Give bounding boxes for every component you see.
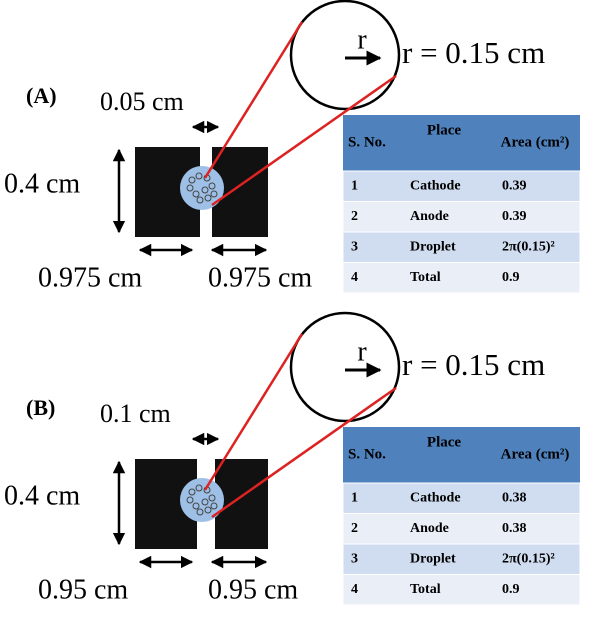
table-header: Area (cm²) xyxy=(501,134,570,150)
table-cell: 3 xyxy=(351,239,358,254)
table-cell: 0.39 xyxy=(502,209,527,224)
right-label: 0.975 cm xyxy=(208,262,312,293)
table-cell: 0.9 xyxy=(502,582,520,597)
panel: r r = 0.15 cm (B) 0.1 cm 0.4 cm 0.95 cm 0.95 c… xyxy=(4,313,580,605)
radius-label: r = 0.15 cm xyxy=(402,347,545,382)
panel: r r = 0.15 cm (A) 0.05 cm 0.4 cm 0.975 cm 0.97… xyxy=(4,1,580,293)
radius-symbol: r xyxy=(357,336,367,367)
table-cell: 1 xyxy=(351,178,358,193)
panel-label: (B) xyxy=(26,395,55,420)
table-cell: Anode xyxy=(410,209,449,224)
height-label: 0.4 cm xyxy=(4,168,80,199)
table-cell: 2 xyxy=(351,521,358,536)
panel-label: (A) xyxy=(26,83,57,108)
figure: r r = 0.15 cm (A) 0.05 cm 0.4 cm 0.975 cm 0.97… xyxy=(0,0,600,631)
table-header: Place xyxy=(427,122,461,138)
table-cell: Anode xyxy=(410,521,449,536)
table-cell: 2π(0.15)² xyxy=(502,551,555,566)
table-cell: Droplet xyxy=(410,551,456,566)
table-cell: 2 xyxy=(351,209,358,224)
table-cell: Droplet xyxy=(410,239,456,254)
left-label: 0.975 cm xyxy=(38,262,142,293)
table-header: S. No. xyxy=(348,134,386,150)
table-row-bg xyxy=(343,514,580,545)
gap-label: 0.05 cm xyxy=(100,87,184,116)
table-cell: 4 xyxy=(351,270,358,285)
table-cell: 3 xyxy=(351,551,358,566)
table-cell: 1 xyxy=(351,490,358,505)
table-cell: Cathode xyxy=(410,490,461,505)
table-header: Area (cm²) xyxy=(501,446,570,462)
table-header: Place xyxy=(427,434,461,450)
table-cell: Cathode xyxy=(410,178,461,193)
table-cell: 0.9 xyxy=(502,270,520,285)
zoom-circle xyxy=(291,313,399,421)
table-cell: 2π(0.15)² xyxy=(502,239,555,254)
table-cell: 4 xyxy=(351,582,358,597)
table-header: S. No. xyxy=(348,446,386,462)
height-label: 0.4 cm xyxy=(4,480,80,511)
table-cell: Total xyxy=(410,270,441,285)
table-cell: 0.38 xyxy=(502,490,527,505)
table-row-bg xyxy=(343,575,580,606)
right-label: 0.95 cm xyxy=(208,574,298,605)
table-row-bg xyxy=(343,171,580,202)
zoom-circle xyxy=(291,1,399,109)
table-row-bg xyxy=(343,202,580,233)
table-cell: Total xyxy=(410,582,441,597)
radius-symbol: r xyxy=(357,24,367,55)
table-cell: 0.39 xyxy=(502,178,527,193)
gap-label: 0.1 cm xyxy=(100,399,171,428)
left-label: 0.95 cm xyxy=(38,574,128,605)
radius-label: r = 0.15 cm xyxy=(402,35,545,70)
table-row-bg xyxy=(343,483,580,514)
table-cell: 0.38 xyxy=(502,521,527,536)
table-row-bg xyxy=(343,263,580,294)
